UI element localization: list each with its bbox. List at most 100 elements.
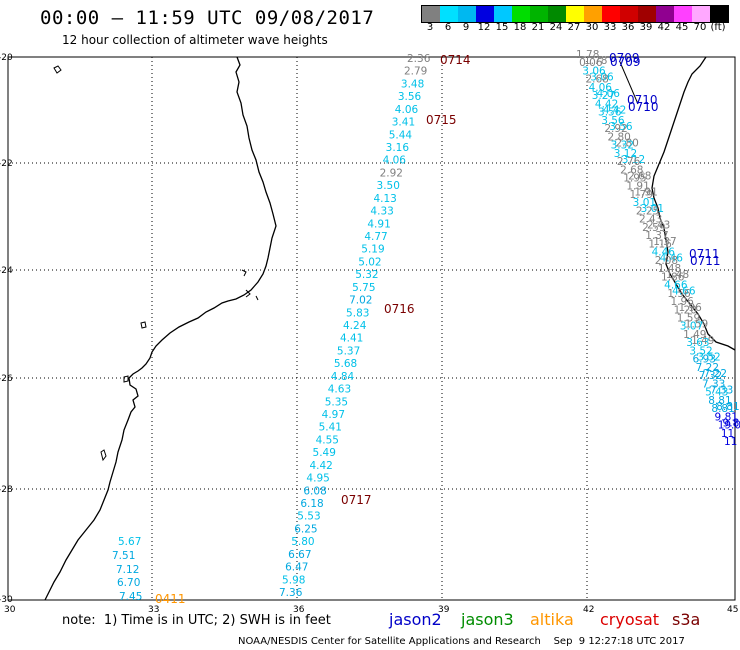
track-right-value: 4.66 [664, 280, 688, 292]
colorbar-label: 33 [603, 22, 617, 33]
colorbar-cell [638, 6, 656, 22]
colorbar-labels: 3 6 9 12 15 18 21 24 27 30 33 36 39 42 45 70 (ft) [421, 22, 727, 34]
colorbar-label: 36 [621, 22, 635, 33]
track-left-value: 7.12 [116, 564, 139, 576]
track-right-value: 2.80 [615, 137, 638, 149]
colorbar-cell [674, 6, 692, 22]
track-mid-value: 5.83 [346, 307, 369, 319]
colorbar-label: 42 [657, 22, 671, 33]
time-label-0716: 0716 [384, 302, 415, 316]
track-right-value: 3.32 [611, 140, 634, 152]
lon-label: 36 [293, 605, 305, 615]
track-right-value: 2.68 [620, 164, 643, 176]
colorbar-label: 70 [693, 22, 707, 33]
track-right-value: 1.86 [661, 271, 685, 283]
track-right-value: 2.76 [617, 156, 641, 168]
track-mid-value: 5.49 [313, 447, 336, 459]
track-mid-value: 6.18 [300, 498, 323, 510]
track-right-value: 1.95 [623, 173, 646, 185]
track-right-value: 4.42 [595, 98, 618, 110]
track-right-value: 0.06 [579, 57, 603, 69]
track-right-value: 1.37 [645, 230, 668, 242]
track-right-value: 2.68 [628, 170, 651, 182]
colorbar-cell [602, 6, 620, 22]
track-left-value: 7.45 [119, 591, 142, 603]
colorbar-label: 12 [477, 22, 491, 33]
track-mid-value: 5.53 [297, 511, 320, 523]
track-right-value: 7.32 [699, 370, 722, 382]
track-mid-value: 4.97 [322, 409, 345, 421]
track-left-value: 5.67 [118, 536, 141, 548]
track-mid-value: 2.36 [407, 53, 431, 65]
track-right-value: 2.80 [607, 131, 630, 143]
island-small-4 [123, 375, 129, 383]
track-right-value: 3.12 [614, 148, 637, 160]
lat-label: -24 [0, 266, 13, 276]
track-right-value: 11 [724, 436, 737, 448]
track-right-value: 3.06 [582, 65, 606, 77]
time-label-0714: 0714 [440, 53, 471, 67]
track-right-value: 8.81 [716, 401, 739, 413]
track-right-value: 2.43 [639, 214, 662, 226]
map-title: 00:00 – 11:59 UTC 09/08/2017 [40, 7, 375, 29]
track-right-value: 3.06 [590, 71, 614, 83]
track-mid-value: 4.55 [316, 434, 339, 446]
colorbar-label: 3 [426, 22, 434, 33]
legend-altika: altika [530, 610, 574, 629]
wave-height-colorbar [421, 5, 729, 23]
track-right-value: 4.42 [603, 104, 626, 116]
track-right-value: 2.43 [647, 220, 670, 232]
colorbar-cell [494, 6, 512, 22]
colorbar-label: 45 [675, 22, 689, 33]
colorbar-cell [422, 6, 440, 22]
coastline-detail-a [241, 269, 259, 301]
lon-label: 30 [4, 605, 16, 615]
track-right-value: 1.91 [634, 187, 657, 199]
track-right-value: 1.48 [658, 263, 681, 275]
time-label-0711: 0711 [690, 254, 721, 268]
track-right-value: 4.66 [672, 286, 696, 298]
colorbar-cell [692, 6, 710, 22]
track-right-value: 6.93 [693, 354, 716, 366]
track-right-value: 3.12 [622, 154, 645, 166]
track-right-value: 1.49 [691, 335, 714, 347]
track-right-value: 1.78 [576, 49, 599, 61]
coastline-madagascar [651, 56, 736, 351]
track-mid-value: 4.63 [328, 384, 351, 396]
colorbar-cell [476, 6, 494, 22]
lon-label: 39 [438, 605, 450, 615]
colorbar-label: 39 [639, 22, 653, 33]
colorbar-label: 15 [495, 22, 509, 33]
track-right-value: 4.46 [652, 247, 676, 259]
track-mid-value: 6.08 [303, 485, 326, 497]
track-right-value: 3.01 [641, 203, 664, 215]
track-mid-value: 5.41 [319, 422, 342, 434]
track-left-value: 6.70 [117, 577, 140, 589]
track-right-value: 1.37 [653, 236, 676, 248]
colorbar-cell [458, 6, 476, 22]
track-right-value: 3.56 [598, 107, 622, 119]
track-right-value: 2.59 [642, 222, 665, 234]
lat-label: -30 [0, 595, 13, 605]
track-right-value: 19.0 [718, 420, 740, 432]
lat-label: -20 [0, 53, 13, 63]
track-right-value: 1.96 [678, 302, 702, 314]
track-right-value: 3.01 [633, 197, 656, 209]
lat-label: -22 [0, 159, 13, 169]
island-small-1 [53, 65, 62, 74]
track-right-value: 8.81 [708, 395, 731, 407]
colorbar-label: 30 [585, 22, 599, 33]
track-mid-value: 6.67 [288, 549, 311, 561]
track-mid-value: 4.91 [367, 218, 390, 230]
time-label-0715: 0715 [426, 113, 457, 127]
colorbar-label: 24 [549, 22, 563, 33]
satellite-track-labels: 2.362.793.483.564.063.415.443.164.062.92… [112, 49, 740, 606]
track-right-value: 3.63 [686, 337, 709, 349]
map-subtitle: 12 hour collection of altimeter wave hei… [62, 33, 328, 47]
track-mid-value: 5.44 [389, 129, 413, 141]
colorbar-cell [512, 6, 530, 22]
track-right-value: 9.81 [723, 417, 740, 429]
map-frame [7, 56, 736, 601]
track-mid-value: 5.98 [282, 574, 305, 586]
coastline-madagascar-w [619, 61, 639, 105]
